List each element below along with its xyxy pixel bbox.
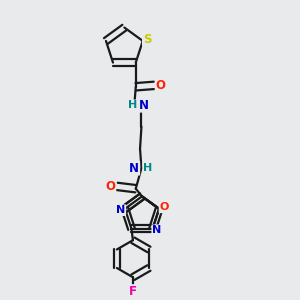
- Text: S: S: [143, 33, 151, 46]
- Text: O: O: [155, 79, 166, 92]
- Text: H: H: [143, 163, 152, 173]
- Text: F: F: [129, 285, 137, 298]
- Text: N: N: [138, 99, 148, 112]
- Text: N: N: [152, 225, 161, 235]
- Text: O: O: [105, 180, 116, 193]
- Text: O: O: [160, 202, 169, 212]
- Text: H: H: [128, 100, 137, 110]
- Text: N: N: [116, 205, 125, 215]
- Text: N: N: [129, 162, 139, 175]
